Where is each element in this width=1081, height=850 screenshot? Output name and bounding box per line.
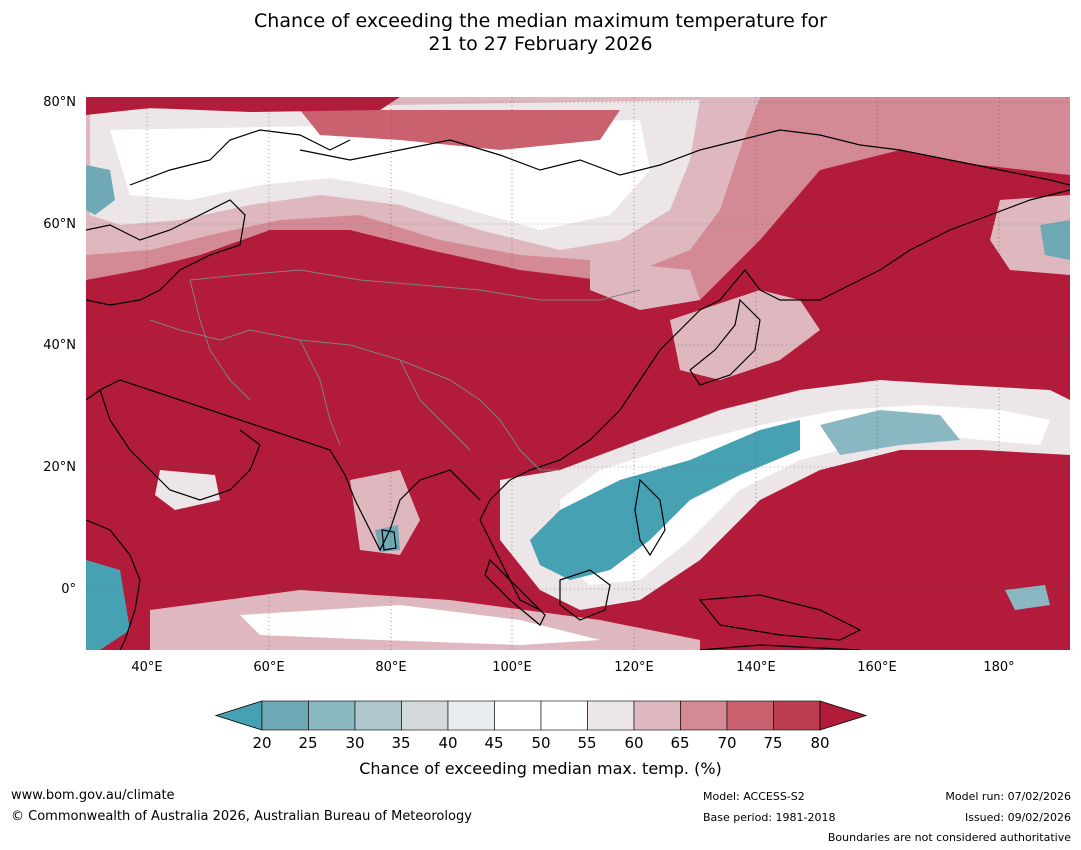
colorbar-tick: 50 <box>531 734 551 752</box>
colorbar-tick: 25 <box>298 734 318 752</box>
australia-coast <box>699 644 861 650</box>
japan-pale-band <box>670 290 820 380</box>
issued-date: Issued: 09/02/2026 <box>964 811 1071 824</box>
title-line-1: Chance of exceeding the median maximum t… <box>254 10 827 32</box>
colorbar-segment <box>773 700 821 731</box>
boundaries-disclaimer: Boundaries are not considered authoritat… <box>827 831 1071 844</box>
colorbar-tick: 40 <box>438 734 458 752</box>
colorbar-tick: 75 <box>763 734 783 752</box>
national-borders <box>149 269 641 471</box>
lat-label-0: 0° <box>61 582 76 597</box>
colorbar-segment <box>633 700 681 731</box>
borneo-coast <box>559 569 611 621</box>
copyright-text: © Commonwealth of Australia 2026, Austra… <box>11 809 472 824</box>
colorbar-tick: 80 <box>810 734 830 752</box>
europe-coast <box>86 199 246 306</box>
lon-label-100e: 100°E <box>492 660 532 675</box>
colorbar-tick: 30 <box>345 734 365 752</box>
forecast-map <box>86 97 1070 650</box>
colorbar-label: Chance of exceeding median max. temp. (%… <box>359 759 722 778</box>
colorbar-segment <box>494 700 542 731</box>
colorbar-segment <box>354 700 402 731</box>
colorbar-segment <box>726 700 774 731</box>
colorbar-segment <box>308 700 356 731</box>
website-link[interactable]: www.bom.gov.au/climate <box>11 788 175 803</box>
northwest-cool-patch <box>86 165 115 215</box>
map-title: Chance of exceeding the median maximum t… <box>0 10 1081 56</box>
philippines-coast <box>634 478 666 557</box>
colorbar-tick: 55 <box>577 734 597 752</box>
colorbar-tick: 70 <box>717 734 737 752</box>
lon-label-40e: 40°E <box>131 660 163 675</box>
south-asia-coast <box>86 379 541 611</box>
northeast-cool-zone <box>1040 220 1070 260</box>
colorbar-segment <box>587 700 635 731</box>
colorbar-segment <box>261 700 309 731</box>
pacific-mid-cool-band <box>820 410 960 455</box>
pacific-cool-band <box>530 420 800 580</box>
lon-label-80e: 80°E <box>375 660 407 675</box>
colorbar-tick: 60 <box>624 734 644 752</box>
sumatra-coast <box>484 558 546 626</box>
base-period: Base period: 1981-2018 <box>703 811 836 824</box>
africa-cool-patch <box>86 560 130 650</box>
colorbar-segment <box>401 700 449 731</box>
lon-label-180: 180° <box>983 660 1015 675</box>
lon-label-60e: 60°E <box>253 660 285 675</box>
colorbar-tick: 20 <box>252 734 272 752</box>
model-name: Model: ACCESS-S2 <box>703 790 805 803</box>
pacific-white-band <box>560 405 1050 585</box>
lon-label-140e: 140°E <box>736 660 776 675</box>
colorbar-segment <box>447 700 495 731</box>
colorbar-extend-low <box>214 700 263 731</box>
india-island <box>381 529 397 551</box>
colorbar-segment <box>540 700 588 731</box>
coastlines <box>86 129 1070 650</box>
arctic-red-north <box>86 97 400 115</box>
lon-label-160e: 160°E <box>857 660 897 675</box>
model-run: Model run: 07/02/2026 <box>945 790 1071 803</box>
lat-label-40n: 40°N <box>43 338 76 353</box>
arctic-coast-red-band <box>300 110 620 150</box>
lat-label-80n: 80°N <box>43 95 76 110</box>
south-white-band <box>240 605 600 645</box>
scandinavia-coast <box>129 129 351 186</box>
graticule <box>86 97 1070 650</box>
central-asia-pale-patch <box>590 260 700 310</box>
arctic-coast <box>299 129 1070 186</box>
arabia-coast <box>99 389 261 501</box>
lon-label-120e: 120°E <box>614 660 654 675</box>
colorbar-segment <box>680 700 728 731</box>
colorbar-tick: 45 <box>484 734 504 752</box>
colorbar-tick: 35 <box>391 734 411 752</box>
new-guinea-coast <box>698 594 862 641</box>
title-line-2: 21 to 27 February 2026 <box>428 33 653 55</box>
japan-coast <box>689 298 761 386</box>
colorbar <box>214 700 868 731</box>
arabia-light-patch <box>155 470 220 510</box>
africa-coast <box>86 519 141 650</box>
colorbar-tick: 65 <box>670 734 690 752</box>
india-light-patch <box>350 470 420 555</box>
colorbar-extend-high <box>819 700 868 731</box>
lat-label-20n: 20°N <box>43 460 76 475</box>
east-asia-coast <box>509 189 1070 481</box>
lat-label-60n: 60°N <box>43 217 76 232</box>
far-east-cool-patch <box>1005 585 1050 610</box>
